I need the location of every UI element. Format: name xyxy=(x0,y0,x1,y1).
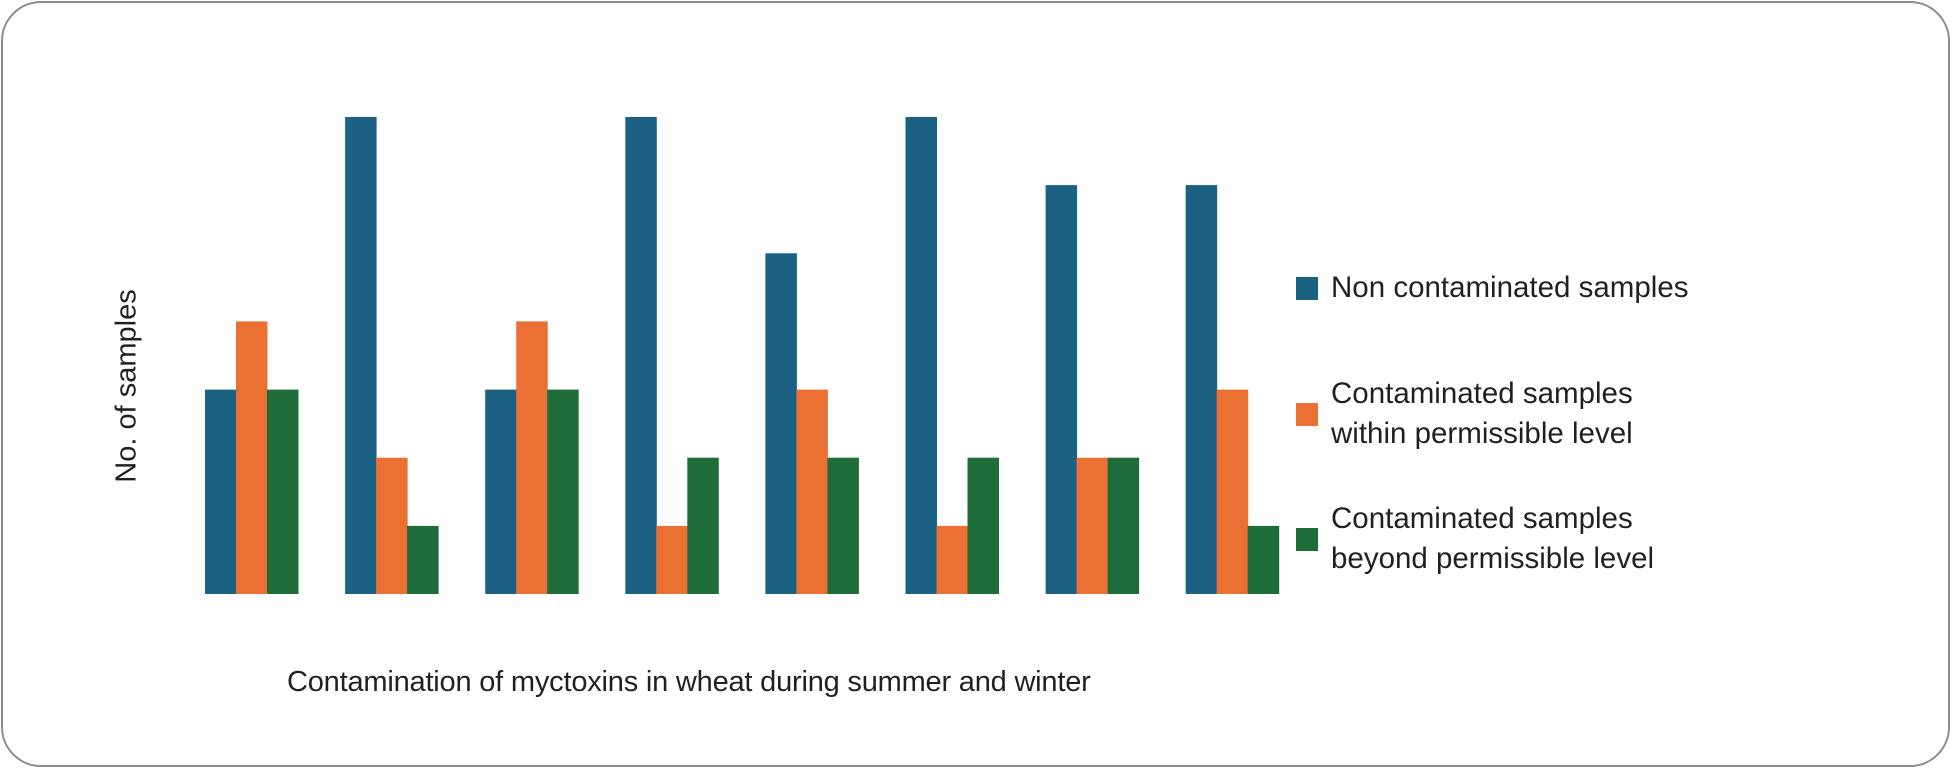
bar-contaminated-samples-beyond-permissible-level-3 xyxy=(547,389,579,594)
legend-label-line: Contaminated samples xyxy=(1331,502,1633,535)
legend-label: Non contaminated samples xyxy=(1331,268,1688,308)
legend-label-line: within permissible level xyxy=(1331,417,1633,450)
legend-label-line: Contaminated samples xyxy=(1331,377,1633,410)
bar-contaminated-samples-within-permissible-level-5 xyxy=(796,389,828,594)
legend-swatch-within-permissible xyxy=(1296,402,1318,426)
bar-contaminated-samples-beyond-permissible-level-1 xyxy=(267,389,299,594)
bar-non-contaminated-samples-8 xyxy=(1185,185,1218,594)
legend-item-within-permissible: Contaminated samples within permissible … xyxy=(1296,374,1776,454)
legend-label-line: beyond permissible level xyxy=(1331,542,1655,575)
bar-contaminated-samples-beyond-permissible-level-5 xyxy=(827,457,859,594)
bar-contaminated-samples-within-permissible-level-8 xyxy=(1216,389,1249,594)
bar-contaminated-samples-beyond-permissible-level-8 xyxy=(1247,525,1280,594)
bar-contaminated-samples-within-permissible-level-7 xyxy=(1076,457,1109,594)
bar-non-contaminated-samples-5 xyxy=(765,253,797,595)
legend-label: Contaminated samples beyond permissible … xyxy=(1331,499,1654,579)
bar-non-contaminated-samples-3 xyxy=(485,389,517,594)
bar-non-contaminated-samples-2 xyxy=(345,117,377,594)
bar-non-contaminated-samples-1 xyxy=(205,389,237,594)
bar-contaminated-samples-within-permissible-level-4 xyxy=(656,525,688,594)
bar-non-contaminated-samples-6 xyxy=(905,117,937,594)
bar-contaminated-samples-within-permissible-level-6 xyxy=(936,525,968,594)
bar-contaminated-samples-within-permissible-level-1 xyxy=(236,321,268,594)
legend-item-non-contaminated: Non contaminated samples xyxy=(1296,268,1776,308)
bar-contaminated-samples-within-permissible-level-3 xyxy=(516,321,548,594)
legend-swatch-non-contaminated xyxy=(1296,276,1318,300)
legend-item-beyond-permissible: Contaminated samples beyond permissible … xyxy=(1296,499,1776,579)
legend-swatch-beyond-permissible xyxy=(1296,527,1318,551)
legend-label: Contaminated samples within permissible … xyxy=(1331,374,1633,454)
bar-contaminated-samples-beyond-permissible-level-2 xyxy=(407,525,439,594)
legend-label-line: Non contaminated samples xyxy=(1331,271,1689,304)
y-axis-label: No. of samples xyxy=(110,289,143,483)
bars-group xyxy=(205,117,1280,595)
bar-non-contaminated-samples-4 xyxy=(625,117,657,594)
bar-contaminated-samples-beyond-permissible-level-6 xyxy=(967,457,999,594)
bar-contaminated-samples-within-permissible-level-2 xyxy=(376,457,408,594)
bar-contaminated-samples-beyond-permissible-level-4 xyxy=(687,457,719,594)
bar-contaminated-samples-beyond-permissible-level-7 xyxy=(1107,457,1140,594)
bar-non-contaminated-samples-7 xyxy=(1045,185,1078,594)
x-axis-label: Contamination of myctoxins in wheat duri… xyxy=(287,666,1091,698)
